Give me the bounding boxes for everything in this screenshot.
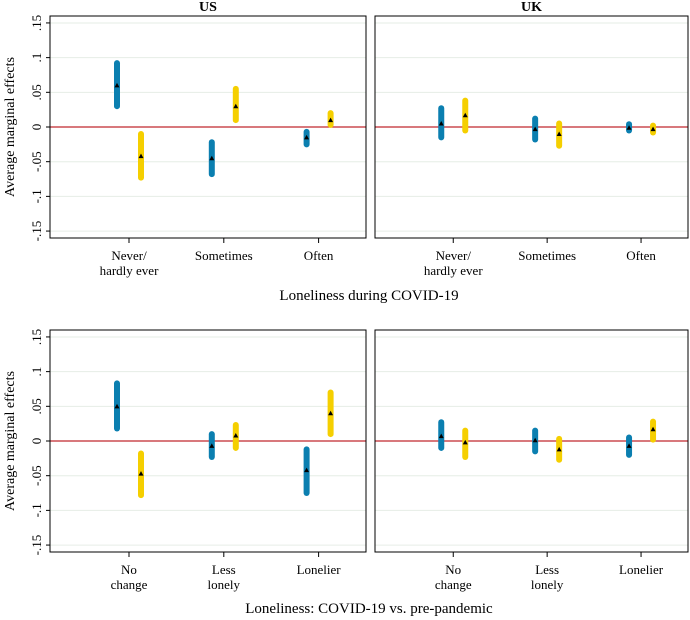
panel-title-uk: UK — [521, 0, 542, 15]
point-estimate — [114, 82, 120, 88]
y-tick-label: -.15 — [29, 221, 44, 242]
point-estimate — [556, 131, 562, 136]
x-tick-label-line: Never/ — [436, 248, 472, 263]
y-tick-label: -.15 — [29, 535, 44, 556]
x-tick-label: No change — [435, 562, 472, 592]
point-estimate — [626, 125, 632, 130]
x-tick-label-line: Often — [626, 248, 656, 263]
x-tick-label-line: hardly ever — [424, 263, 484, 278]
y-tick-label: -.1 — [29, 503, 44, 517]
x-tick-label: Lonelier — [297, 562, 342, 577]
point-estimate — [532, 126, 538, 132]
x-tick-label-line: change — [435, 577, 472, 592]
point-estimate — [556, 446, 562, 452]
point-estimate — [304, 467, 310, 473]
panel-title-us: US — [199, 0, 217, 15]
point-estimate — [462, 439, 468, 445]
point-estimate — [438, 121, 444, 126]
y-tick-label: .1 — [29, 53, 44, 63]
point-estimate — [650, 126, 656, 132]
x-tick-label: Often — [626, 248, 656, 263]
panel-uk-row-2: No change Less lonely Lonelier — [374, 329, 689, 592]
x-tick-label-line: No — [121, 562, 137, 577]
y-tick-label: .1 — [29, 367, 44, 377]
point-estimate — [626, 443, 632, 448]
y-axis-title: Average marginal effects — [3, 371, 18, 511]
y-tick-label: -.1 — [29, 189, 44, 203]
x-axis-title: Loneliness during COVID-19 — [279, 288, 458, 304]
y-tick-label: -.05 — [29, 465, 44, 486]
x-tick-label-line: Lonelier — [297, 562, 342, 577]
x-tick-label: Less lonely — [531, 562, 564, 592]
x-tick-label: Less lonely — [208, 562, 241, 592]
x-tick-label: Never/hardly ever — [424, 248, 484, 278]
panel-uk-row-1: UK Never/hardly ever Sometimes Often — [374, 0, 689, 278]
x-tick-label-line: Less — [535, 562, 559, 577]
x-tick-label-line: Sometimes — [195, 248, 253, 263]
x-tick-label-line: lonely — [208, 577, 241, 592]
point-estimate — [650, 426, 656, 432]
panel-us-row-2: .15 .1 .05 0 -.05 -.1 -.15 No change Less lonely Lo… — [29, 329, 367, 592]
y-tick-label: .15 — [29, 329, 44, 345]
point-estimate — [328, 410, 334, 416]
point-estimate — [462, 112, 468, 118]
x-tick-label-line: Less — [212, 562, 236, 577]
point-estimate — [138, 471, 144, 476]
panel-frame — [374, 329, 689, 553]
x-tick-label: Often — [304, 248, 334, 263]
point-estimate — [328, 117, 334, 123]
x-tick-label-line: Never/ — [111, 248, 147, 263]
x-tick-label: Sometimes — [195, 248, 253, 263]
x-tick-label-line: change — [111, 577, 148, 592]
y-tick-label: .05 — [29, 84, 44, 100]
point-estimate — [209, 443, 215, 448]
y-tick-label: 0 — [29, 124, 44, 131]
x-tick-label-line: No — [445, 562, 461, 577]
panel-us-row-1: US .15 .1 .05 0 -.05 -.1 -.15 Never/hardly ever S… — [29, 0, 367, 278]
x-axis-title: Loneliness: COVID-19 vs. pre-pandemic — [245, 601, 493, 617]
panel-frame — [374, 15, 689, 239]
point-estimate — [233, 103, 239, 109]
point-estimate — [138, 153, 144, 159]
x-tick-label-line: hardly ever — [100, 263, 160, 278]
x-tick-label-line: Lonelier — [619, 562, 664, 577]
x-tick-label: No change — [111, 562, 148, 592]
point-estimate — [532, 437, 538, 443]
point-estimate — [209, 155, 215, 161]
x-tick-label-line: Sometimes — [518, 248, 576, 263]
x-tick-label-line: Often — [304, 248, 334, 263]
y-tick-label: .05 — [29, 398, 44, 414]
x-tick-label: Sometimes — [518, 248, 576, 263]
point-estimate — [114, 403, 120, 409]
point-estimate — [233, 432, 239, 438]
y-tick-label: 0 — [29, 438, 44, 445]
x-tick-label-line: lonely — [531, 577, 564, 592]
y-tick-label: .15 — [29, 15, 44, 31]
y-axis-title: Average marginal effects — [3, 57, 18, 197]
x-tick-label: Lonelier — [619, 562, 664, 577]
point-estimate — [438, 433, 444, 439]
x-tick-label: Never/hardly ever — [100, 248, 160, 278]
point-estimate — [304, 134, 310, 140]
y-tick-label: -.05 — [29, 151, 44, 172]
